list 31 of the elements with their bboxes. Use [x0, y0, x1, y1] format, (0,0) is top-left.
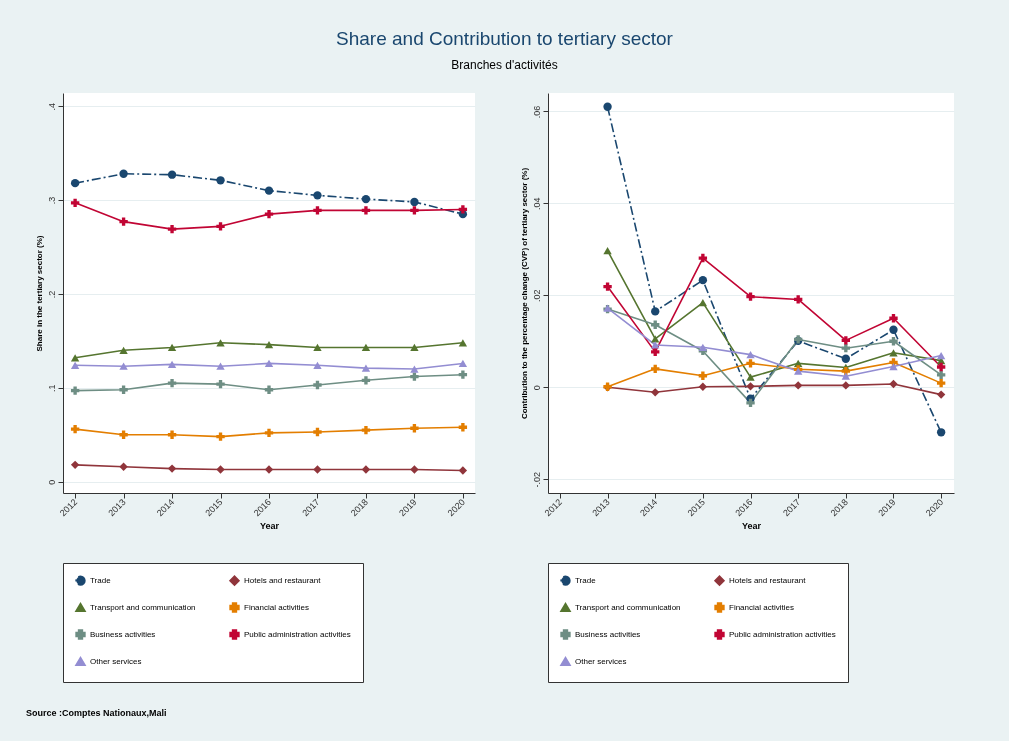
x-axis-title: Year [259, 521, 280, 532]
text: Branches d'activités [450, 58, 559, 72]
legend-label: Public administration activities [729, 629, 836, 639]
legend-label: Public administration activities [244, 629, 351, 639]
y-tick-label: -.02 [531, 471, 542, 488]
y-tick-label: .06 [531, 105, 542, 119]
x-axis-title: Year [741, 521, 762, 532]
legend-label: Hotels and restaurant [729, 575, 807, 585]
legend-label: Hotels and restaurant [244, 575, 322, 585]
y-axis-title: Share in the tertiary sector (%) [34, 235, 44, 352]
y-tick-label: .3 [46, 196, 57, 205]
y-tick-label: .1 [46, 384, 57, 393]
y-tick-label: 0 [46, 479, 57, 485]
legend-label: Business activities [575, 629, 641, 639]
y-tick-label: .4 [46, 102, 57, 111]
legend-label: Financial activities [244, 602, 309, 612]
legend-label: Business activities [90, 629, 156, 639]
legend-label: Other services [575, 656, 627, 666]
legend-label: Other services [90, 656, 142, 666]
legend-label: Trade [90, 575, 112, 585]
y-tick-label: .2 [46, 290, 57, 299]
y-tick-label: .02 [531, 289, 542, 303]
y-tick-label: 0 [531, 385, 542, 391]
legend-label: Transport and communication [575, 602, 681, 612]
legend-label: Transport and communication [90, 602, 196, 612]
legend-label: Trade [575, 575, 597, 585]
y-axis-title: Contribution to the percentage change (CVP) of tertiary sector (%) [519, 167, 529, 420]
chart-title: Share and Contribution to tertiary sector [335, 28, 674, 50]
source-note: Source :Comptes Nationaux,Mali [26, 708, 167, 718]
y-tick-label: .04 [531, 197, 542, 211]
legend-label: Financial activities [729, 602, 794, 612]
